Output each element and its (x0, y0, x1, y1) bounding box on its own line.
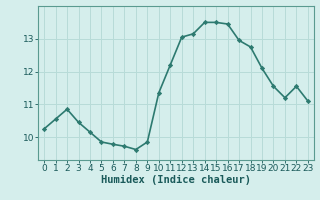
X-axis label: Humidex (Indice chaleur): Humidex (Indice chaleur) (101, 175, 251, 185)
